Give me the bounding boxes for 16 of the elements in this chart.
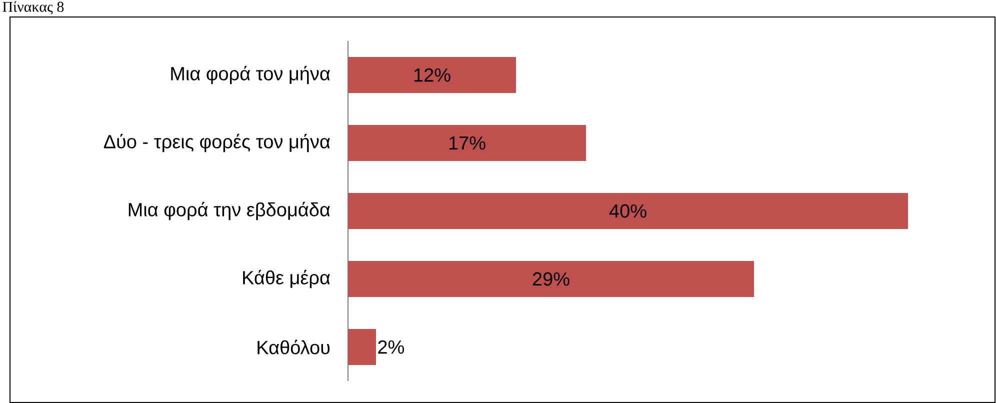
bar bbox=[348, 261, 754, 298]
data-label: 12% bbox=[414, 68, 450, 82]
data-label: 40% bbox=[609, 204, 646, 218]
bar bbox=[348, 57, 516, 94]
text: Πίνακας 8 bbox=[2, 1, 64, 14]
bar bbox=[348, 329, 376, 366]
data-label: 29% bbox=[532, 272, 570, 286]
data-label: 2% bbox=[378, 340, 404, 354]
y-tick-label: Μια φορά τον μήνα bbox=[171, 66, 330, 84]
bar bbox=[348, 125, 586, 162]
bar bbox=[348, 193, 908, 230]
data-label: 17% bbox=[449, 136, 486, 150]
y-tick-label: Δύο - τρεις φορές τον μήνα bbox=[104, 134, 330, 152]
y-tick-label: Μια φορά την εβδομάδα bbox=[128, 202, 330, 220]
y-tick-label: Καθόλου bbox=[258, 340, 330, 354]
y-tick-label: Κάθε μέρα bbox=[243, 270, 330, 288]
